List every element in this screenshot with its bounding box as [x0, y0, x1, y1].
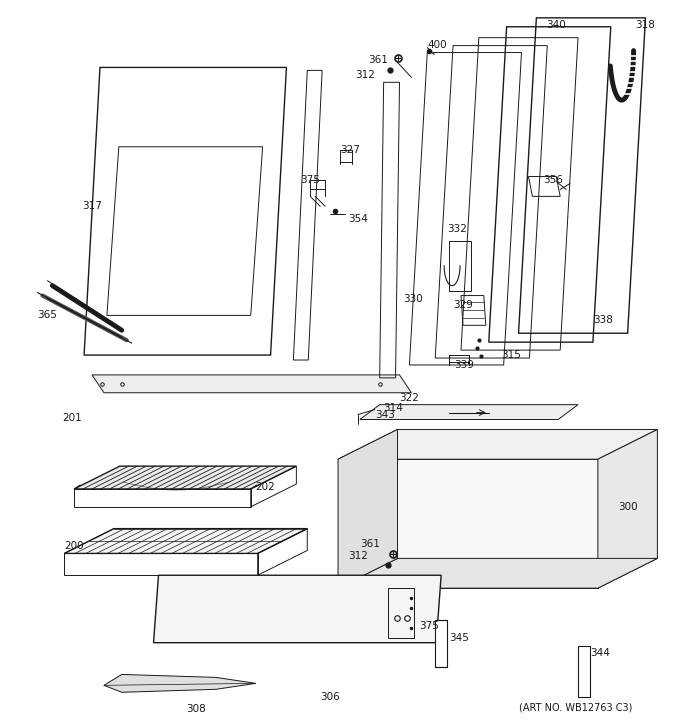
- Text: 317: 317: [82, 202, 102, 211]
- Polygon shape: [338, 558, 658, 588]
- Text: 356: 356: [543, 175, 563, 184]
- Polygon shape: [65, 529, 307, 553]
- Polygon shape: [338, 459, 598, 588]
- Text: 300: 300: [617, 502, 637, 512]
- Text: 345: 345: [449, 633, 469, 643]
- Text: 332: 332: [447, 224, 467, 234]
- Text: 201: 201: [63, 413, 82, 423]
- Polygon shape: [74, 466, 296, 489]
- Polygon shape: [338, 429, 658, 459]
- Text: 340: 340: [546, 20, 566, 30]
- Text: 306: 306: [320, 692, 340, 703]
- Polygon shape: [598, 429, 658, 588]
- Text: 361: 361: [368, 56, 388, 65]
- Text: (ART NO. WB12763 C3): (ART NO. WB12763 C3): [519, 702, 632, 712]
- Bar: [435, 620, 447, 668]
- Text: 327: 327: [340, 145, 360, 154]
- Text: 329: 329: [453, 300, 473, 310]
- Text: 338: 338: [593, 315, 613, 326]
- Text: 375: 375: [420, 621, 439, 631]
- Text: 354: 354: [348, 214, 368, 224]
- Polygon shape: [338, 429, 398, 588]
- Text: 202: 202: [256, 482, 275, 492]
- Polygon shape: [92, 375, 411, 393]
- Text: 343: 343: [375, 410, 394, 420]
- Text: 361: 361: [360, 539, 379, 549]
- Text: 365: 365: [37, 310, 57, 320]
- Text: 322: 322: [400, 393, 420, 402]
- Text: 200: 200: [65, 542, 84, 552]
- Bar: [578, 646, 590, 697]
- Text: 344: 344: [590, 647, 610, 658]
- Polygon shape: [154, 575, 441, 642]
- Text: 314: 314: [384, 402, 403, 413]
- Text: 339: 339: [454, 360, 474, 370]
- Text: 315: 315: [500, 350, 521, 360]
- Text: 318: 318: [636, 20, 656, 30]
- Polygon shape: [360, 405, 578, 420]
- Text: 308: 308: [186, 704, 206, 714]
- Text: 312: 312: [355, 70, 375, 80]
- Text: 312: 312: [348, 552, 368, 561]
- Text: 375: 375: [301, 175, 320, 184]
- Polygon shape: [104, 674, 256, 692]
- Text: 400: 400: [427, 40, 447, 49]
- Text: 330: 330: [403, 294, 423, 304]
